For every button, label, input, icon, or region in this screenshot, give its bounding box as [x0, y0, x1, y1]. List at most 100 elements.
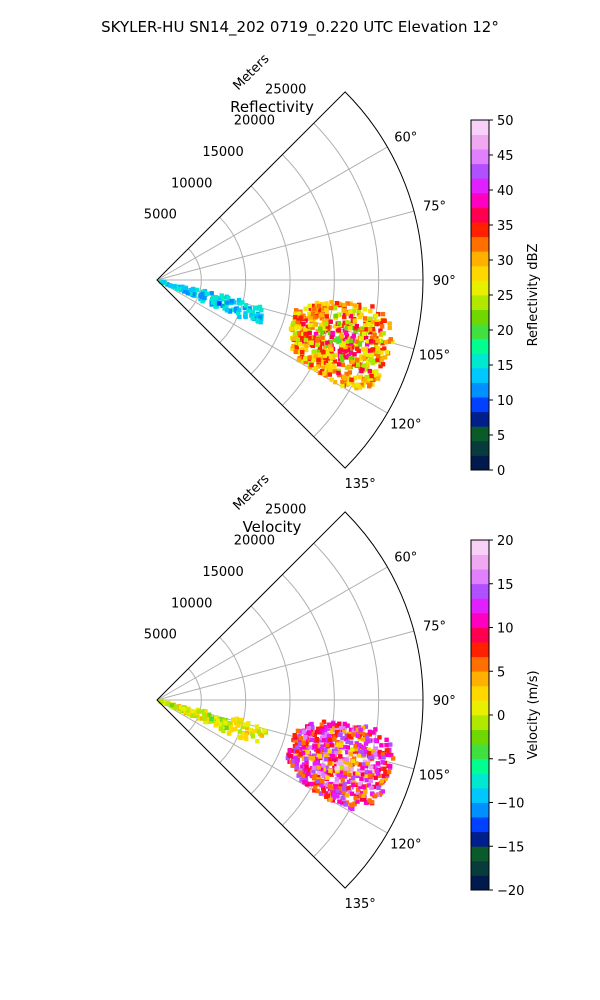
- echo-gate: [363, 741, 369, 746]
- echo-gate: [332, 369, 338, 374]
- echo-gate: [316, 303, 322, 309]
- echo-gate: [321, 767, 326, 772]
- echo-gate: [306, 311, 312, 317]
- colorbar-tick-label: 10: [497, 622, 514, 637]
- echo-gate: [319, 316, 325, 321]
- echo-gate: [373, 313, 379, 318]
- echo-gate: [377, 735, 382, 740]
- echo-gate: [237, 314, 242, 320]
- echo-gate: [299, 778, 304, 783]
- echo-gate: [323, 782, 329, 788]
- echo-gate: [342, 725, 348, 730]
- echo-gate: [321, 362, 326, 368]
- echo-gate: [201, 712, 207, 717]
- echo-gate: [222, 306, 227, 311]
- colorbar-swatch: [471, 729, 489, 745]
- echo-gate: [249, 310, 255, 315]
- echo-gate: [309, 340, 314, 346]
- echo-gate: [303, 359, 308, 365]
- echo-gate: [303, 347, 309, 353]
- echo-gate: [313, 357, 319, 362]
- colorbar-swatch: [471, 758, 489, 774]
- echo-gate: [320, 772, 325, 777]
- echo-gate: [243, 732, 249, 738]
- echo-gate: [328, 354, 334, 360]
- echo-gate: [329, 334, 334, 340]
- echo-gate: [328, 772, 334, 777]
- echo-gate: [342, 770, 348, 775]
- echo-gate: [293, 326, 299, 331]
- echo-gate: [318, 322, 324, 328]
- echo-gate: [337, 348, 343, 354]
- colorbar-swatch: [471, 440, 489, 456]
- echo-gate: [348, 301, 353, 306]
- echo-gate: [303, 306, 308, 311]
- echo-gate: [203, 719, 209, 725]
- echo-gate: [344, 757, 349, 762]
- echo-gate: [303, 318, 308, 323]
- echo-gate: [355, 357, 360, 363]
- echo-gate: [296, 331, 301, 336]
- echo-gate: [346, 353, 351, 359]
- echo-gate: [242, 722, 248, 727]
- echo-gate: [242, 305, 247, 311]
- echo-gate: [262, 728, 267, 733]
- echo-gate: [350, 335, 355, 341]
- colorbar-tick-label: 5: [497, 429, 505, 444]
- echo-gate: [325, 343, 331, 348]
- echo-gate: [315, 328, 320, 334]
- echo-gate: [324, 301, 329, 306]
- echo-gate: [330, 754, 335, 759]
- echo-gate: [243, 314, 248, 320]
- echo-gate: [332, 352, 338, 358]
- echo-gate: [346, 374, 351, 379]
- echo-gate: [338, 784, 343, 789]
- echo-gate: [339, 740, 344, 746]
- azimuth-tick-label: 75°: [423, 200, 446, 215]
- echo-region: [158, 279, 264, 325]
- echo-gate: [238, 717, 243, 723]
- echo-gate: [362, 316, 368, 321]
- echo-gate: [213, 715, 219, 720]
- echo-region: [158, 698, 269, 744]
- echo-gate: [319, 791, 324, 796]
- echo-gate: [341, 799, 347, 805]
- echo-gate: [384, 748, 390, 753]
- colorbar-swatch: [471, 744, 489, 760]
- echo-gate: [375, 792, 381, 797]
- echo-gate: [313, 353, 319, 359]
- echo-gate: [304, 334, 309, 340]
- echo-gate: [350, 747, 355, 752]
- echo-gate: [362, 363, 367, 368]
- echo-gate: [360, 366, 365, 372]
- echo-gate: [338, 725, 344, 730]
- echo-gate: [387, 764, 393, 769]
- echo-gate: [321, 763, 326, 768]
- echo-gate: [319, 766, 324, 771]
- echo-gate: [321, 350, 326, 355]
- echo-gate: [328, 768, 333, 773]
- echo-gate: [227, 720, 232, 726]
- echo-gate: [332, 359, 338, 364]
- echo-gate: [213, 295, 219, 300]
- azimuth-tick-label: 60°: [394, 130, 417, 145]
- echo-gate: [355, 771, 360, 776]
- echo-gate: [339, 357, 345, 363]
- echo-gate: [381, 318, 386, 323]
- echo-gate: [325, 356, 330, 361]
- echo-gate: [357, 305, 362, 310]
- echo-gate: [367, 798, 372, 803]
- echo-gate: [330, 788, 336, 794]
- colorbar-swatch: [471, 598, 489, 614]
- echo-gate: [296, 773, 301, 778]
- echo-gate: [312, 773, 318, 778]
- echo-gate: [360, 731, 366, 737]
- echo-gate: [319, 783, 324, 788]
- azimuth-tick-label: 90°: [433, 274, 456, 289]
- echo-gate: [359, 326, 365, 331]
- colorbar-tick-label: −10: [497, 797, 524, 812]
- colorbar-swatch: [471, 787, 489, 803]
- echo-gate: [227, 731, 232, 736]
- colorbar-swatch: [471, 802, 489, 818]
- echo-gate: [380, 311, 386, 317]
